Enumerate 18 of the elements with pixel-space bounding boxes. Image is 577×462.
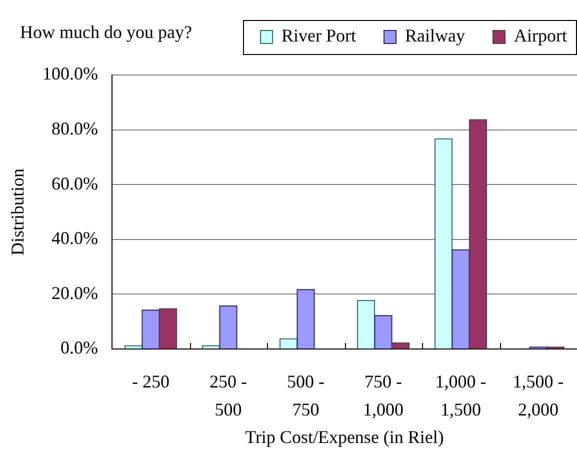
legend-label: River Port — [282, 26, 356, 46]
x-tick-label: 750 - 1,000 — [363, 372, 404, 420]
legend-label: Railway — [405, 26, 466, 46]
x-tick-label: 1,500 - 2,000 — [512, 372, 564, 420]
y-tick-label: 40.0% — [52, 228, 98, 248]
x-tick-label: 250 - 500 — [210, 372, 247, 420]
y-tick-label: 60.0% — [52, 173, 98, 194]
x-tick-label: 1,000 - 1,500 — [435, 372, 486, 420]
x-tick-label: - 250 — [132, 372, 170, 392]
y-tick-label: 100.0% — [42, 64, 98, 84]
x-axis-title: Trip Cost/Expense (in Riel) — [245, 426, 444, 447]
y-tick-label: 20.0% — [52, 282, 98, 303]
y-axis-title: Distribution — [8, 168, 28, 256]
chart-title: How much do you pay? — [20, 22, 192, 42]
y-tick-label: 0.0% — [60, 338, 98, 358]
y-tick-label: 80.0% — [52, 118, 98, 139]
legend-label: Airport — [514, 26, 568, 46]
x-tick-label: 500 - 750 — [287, 372, 324, 420]
